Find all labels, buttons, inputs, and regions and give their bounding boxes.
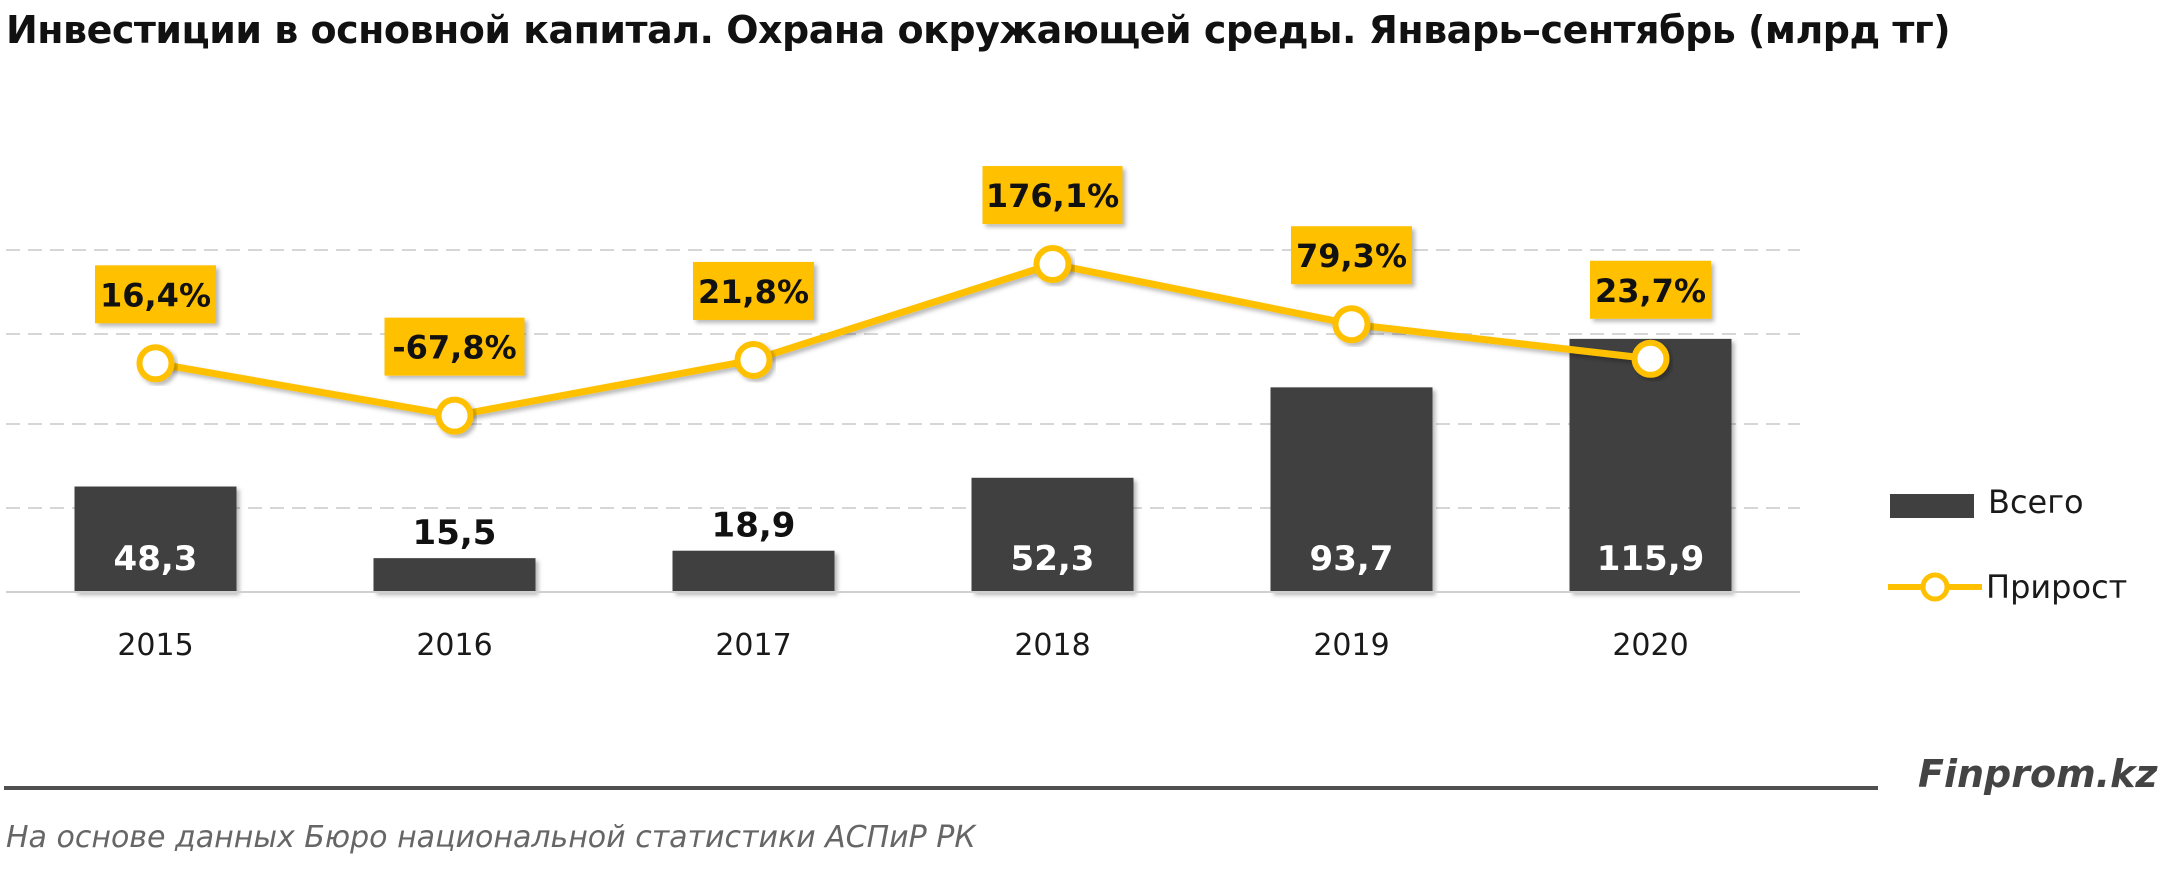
growth-label-box [982,166,1123,225]
bar-2017 [672,550,835,592]
legend-label-growth: Прирост [1986,568,2127,606]
x-tick-label: 2019 [1313,628,1389,663]
growth-label-box [95,265,216,324]
growth-point-2018 [1033,245,1072,284]
bar-value-label: 48,3 [114,539,198,579]
bars [74,338,1732,592]
legend-marker-growth [1920,572,1950,602]
growth-label: 176,1% [982,166,1123,225]
growth-label: 16,4% [95,265,216,324]
growth-label-text: 21,8% [698,273,809,311]
growth-point-2019 [1332,305,1371,344]
growth-label-box [384,317,525,376]
growth-label-box [693,261,814,320]
growth-point-2015 [136,344,175,383]
x-tick-label: 2020 [1612,628,1688,663]
growth-label: 21,8% [693,261,814,320]
bar-value-label: 15,5 [413,513,497,553]
growth-label-text: 176,1% [986,177,1119,215]
growth-label-text: 16,4% [100,276,211,314]
growth-line-path [154,260,1651,420]
x-axis: 2015 2016 2017 2018 2019 2020 [6,591,1800,663]
bar-value-label: 93,7 [1310,539,1394,579]
chart-title: Инвестиции в основной капитал. Охрана ок… [6,8,1951,52]
x-tick-label: 2018 [1014,628,1090,663]
bar-value-label: 52,3 [1011,539,1095,579]
legend: Всего Прирост [1888,483,2127,606]
x-tick-label: 2016 [416,628,492,663]
growth-label-text: -67,8% [392,329,516,367]
grid-lines [6,249,1800,509]
x-tick-label: 2015 [117,628,193,663]
bar-2018 [971,477,1134,592]
bar-value-label: 18,9 [712,506,796,546]
legend-label-total: Всего [1988,483,2084,521]
growth-label: -67,8% [384,317,525,376]
growth-line [136,245,1670,435]
bar-2016 [373,558,536,592]
growth-point-2016 [435,396,474,435]
growth-point-2017 [734,340,773,379]
bar-value-label: 115,9 [1597,539,1705,579]
brand-logo-text: Finprom.kz [1918,752,2158,796]
growth-label-text: 23,7% [1595,272,1706,310]
bar-2019 [1270,387,1433,592]
bar-2015 [74,486,237,592]
growth-label-box [1291,226,1412,285]
x-tick-label: 2017 [715,628,791,663]
growth-point-2020 [1631,339,1670,378]
bar-2020 [1569,338,1732,592]
growth-label: 23,7% [1590,260,1711,319]
legend-swatch-total [1890,494,1974,518]
growth-label-box [1590,260,1711,319]
growth-label: 79,3% [1291,226,1412,285]
data-labels: 48,3 15,5 18,9 52,3 93,7 115,9 16,4% -67,8% 21,8… [95,166,1711,579]
footer-divider [4,786,1878,790]
growth-label-text: 79,3% [1296,237,1407,275]
source-note: На основе данных Бюро национальной стати… [6,820,976,855]
